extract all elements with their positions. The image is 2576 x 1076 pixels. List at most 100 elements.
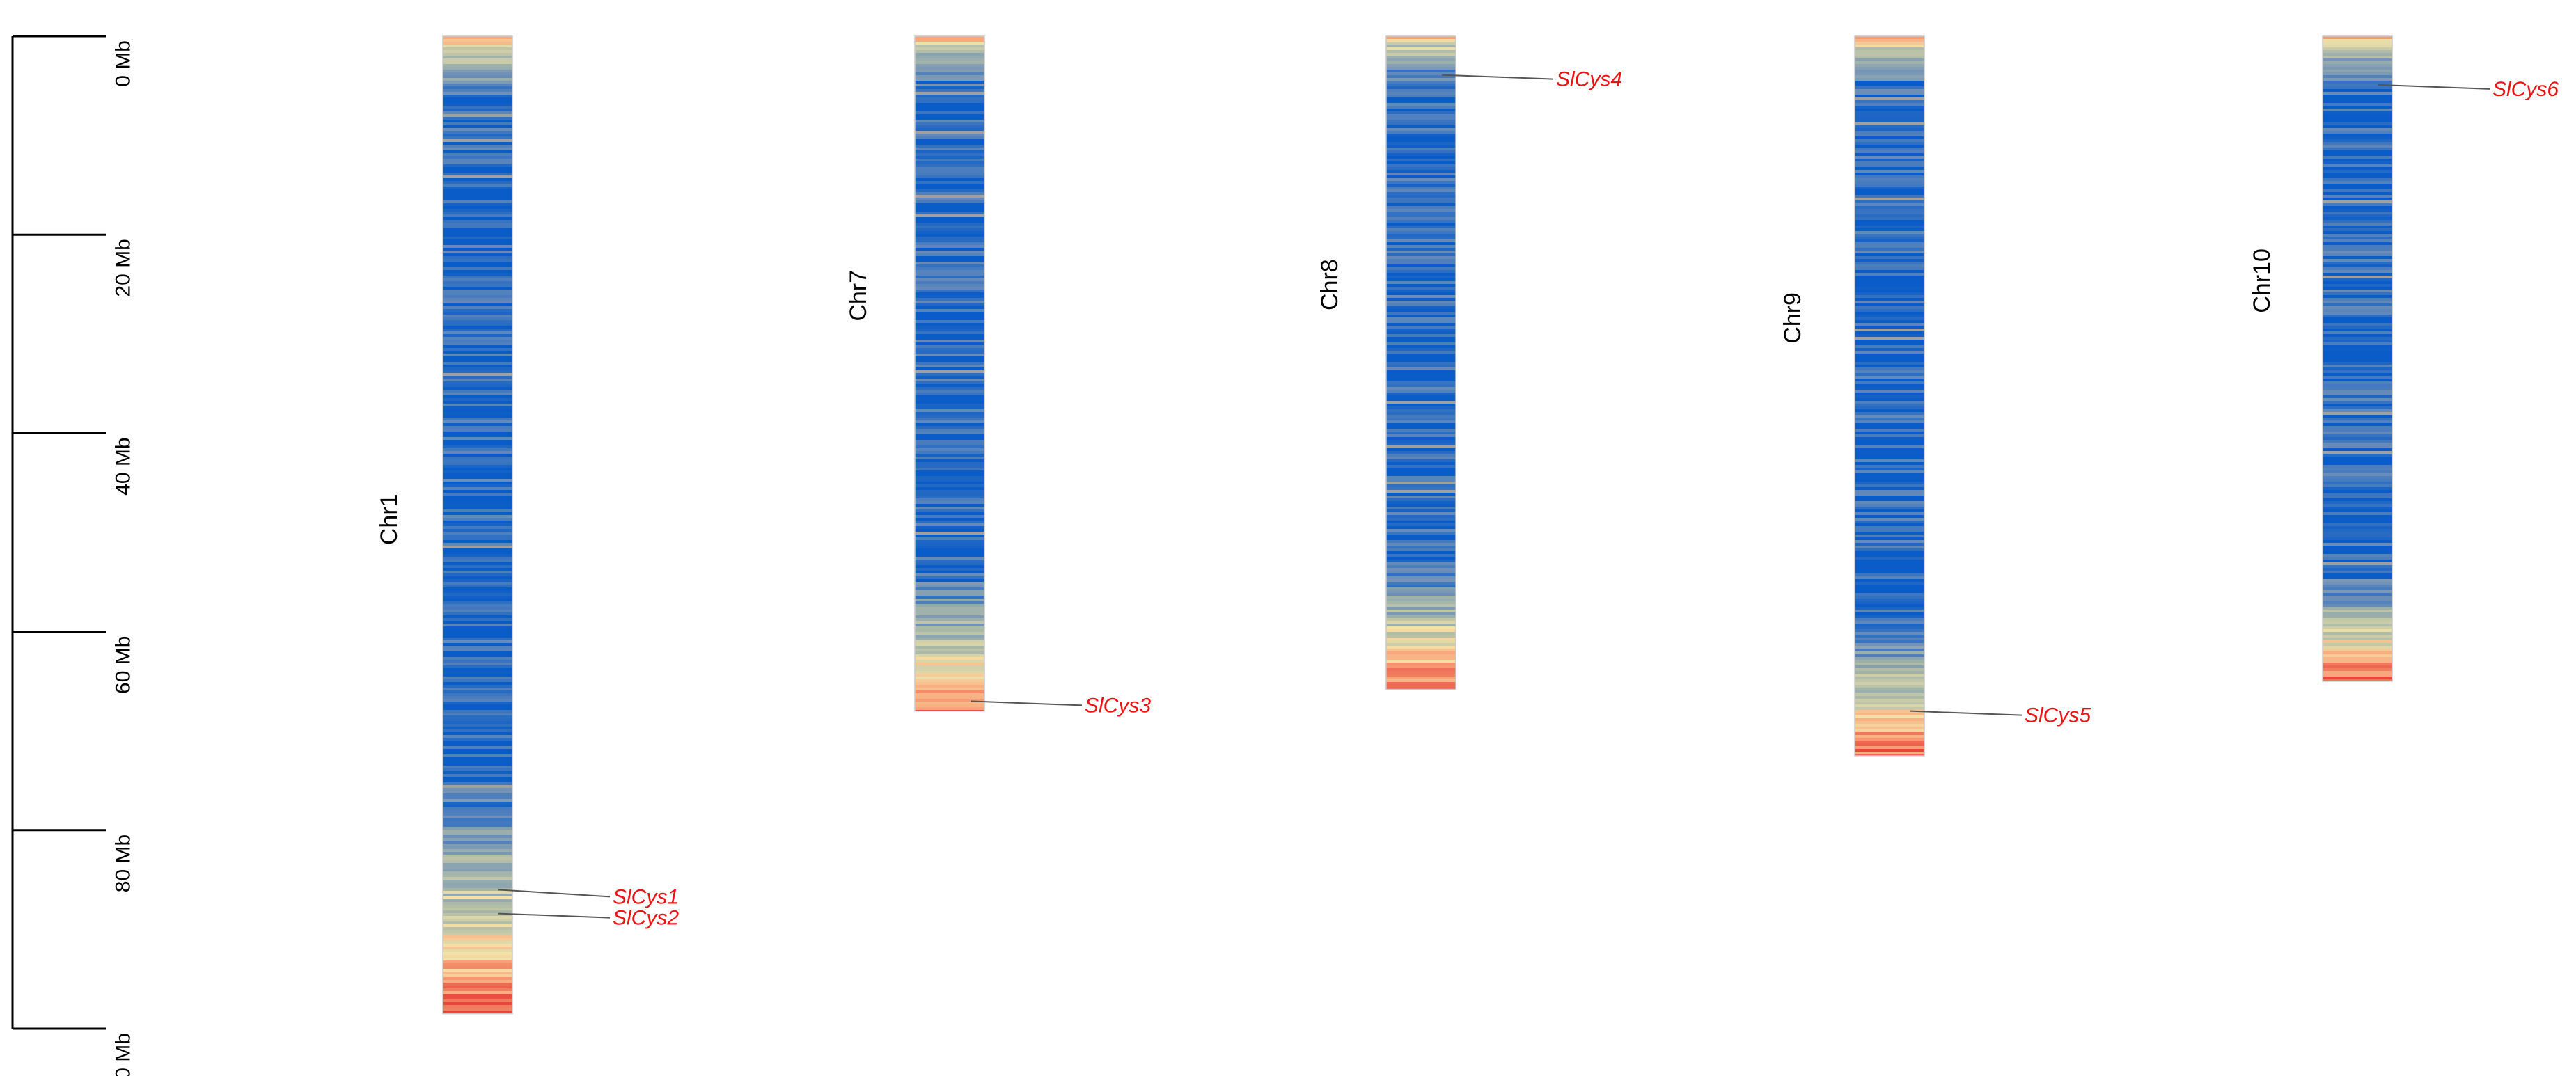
density-band <box>443 337 512 340</box>
density-band <box>915 220 984 223</box>
density-band <box>915 437 984 441</box>
density-band <box>1386 209 1456 212</box>
density-band <box>915 671 984 674</box>
density-band <box>1386 175 1456 179</box>
density-band <box>1386 688 1456 690</box>
density-band <box>915 607 984 610</box>
density-band <box>2323 72 2392 76</box>
density-band <box>1386 457 1456 460</box>
density-band <box>443 554 512 557</box>
density-band <box>915 122 984 126</box>
density-band <box>1386 448 1456 452</box>
density-band <box>1386 390 1456 393</box>
density-band <box>443 498 512 502</box>
density-band <box>443 791 512 794</box>
density-band <box>443 874 512 878</box>
density-band <box>1855 164 1924 168</box>
density-band <box>2323 557 2392 560</box>
density-band <box>1386 507 1456 510</box>
density-band <box>443 398 512 402</box>
density-band <box>1386 468 1456 471</box>
density-band <box>1855 462 1924 466</box>
density-band <box>443 621 512 624</box>
density-band <box>1386 398 1456 402</box>
density-band <box>1855 195 1924 198</box>
density-band <box>2323 548 2392 552</box>
density-band <box>2323 476 2392 480</box>
density-band <box>2323 264 2392 268</box>
density-band <box>2323 482 2392 485</box>
density-band <box>2323 128 2392 132</box>
density-band <box>1855 381 1924 385</box>
density-band <box>443 593 512 596</box>
density-band <box>2323 329 2392 332</box>
density-band <box>443 150 512 154</box>
density-band <box>1386 496 1456 499</box>
density-band <box>1855 535 1924 538</box>
density-band <box>1855 437 1924 441</box>
density-band <box>1386 184 1456 187</box>
density-band <box>915 284 984 287</box>
density-band <box>1855 306 1924 310</box>
density-band <box>443 841 512 844</box>
density-band <box>443 643 512 647</box>
chromosome-chr10: Chr10 SlCys6 <box>2249 35 2559 682</box>
density-band <box>1386 267 1456 271</box>
density-band <box>2323 587 2392 591</box>
density-band <box>443 376 512 379</box>
density-band <box>443 651 512 655</box>
density-band <box>443 671 512 674</box>
density-band <box>1855 529 1924 532</box>
density-band <box>1386 95 1456 98</box>
density-band <box>443 206 512 209</box>
density-band <box>915 629 984 633</box>
density-band <box>2323 409 2392 413</box>
density-band <box>1855 259 1924 262</box>
density-band <box>443 902 512 905</box>
density-band <box>2323 92 2392 95</box>
density-band <box>1386 537 1456 541</box>
density-band <box>1386 459 1456 463</box>
density-band <box>443 615 512 619</box>
density-band <box>915 153 984 157</box>
density-band <box>915 482 984 485</box>
density-band <box>1386 420 1456 424</box>
density-band <box>1855 660 1924 663</box>
density-band <box>1386 136 1456 140</box>
density-band <box>443 649 512 652</box>
density-band <box>915 295 984 299</box>
density-band <box>443 974 512 978</box>
density-band <box>2323 445 2392 449</box>
density-band <box>1855 111 1924 115</box>
density-band <box>443 830 512 833</box>
density-band <box>1855 560 1924 563</box>
density-band <box>1386 42 1456 45</box>
density-band <box>1855 468 1924 471</box>
density-band <box>2323 234 2392 237</box>
density-band <box>443 445 512 449</box>
density-band <box>1855 607 1924 610</box>
density-band <box>1386 348 1456 351</box>
density-band <box>1855 537 1924 541</box>
density-band <box>443 690 512 694</box>
density-band <box>2323 164 2392 168</box>
density-band <box>915 78 984 81</box>
density-band <box>1386 540 1456 544</box>
density-band <box>1855 554 1924 557</box>
density-band <box>2323 610 2392 613</box>
density-band <box>915 242 984 246</box>
density-band <box>443 986 512 989</box>
density-band <box>1386 189 1456 193</box>
density-band <box>443 67 512 70</box>
density-band <box>915 214 984 218</box>
density-band <box>1855 370 1924 374</box>
density-band <box>443 170 512 173</box>
density-band <box>1855 245 1924 248</box>
density-band <box>1386 309 1456 312</box>
density-band <box>443 131 512 134</box>
density-band <box>443 507 512 510</box>
density-band <box>1386 493 1456 496</box>
density-band <box>2323 509 2392 513</box>
density-band <box>915 599 984 602</box>
